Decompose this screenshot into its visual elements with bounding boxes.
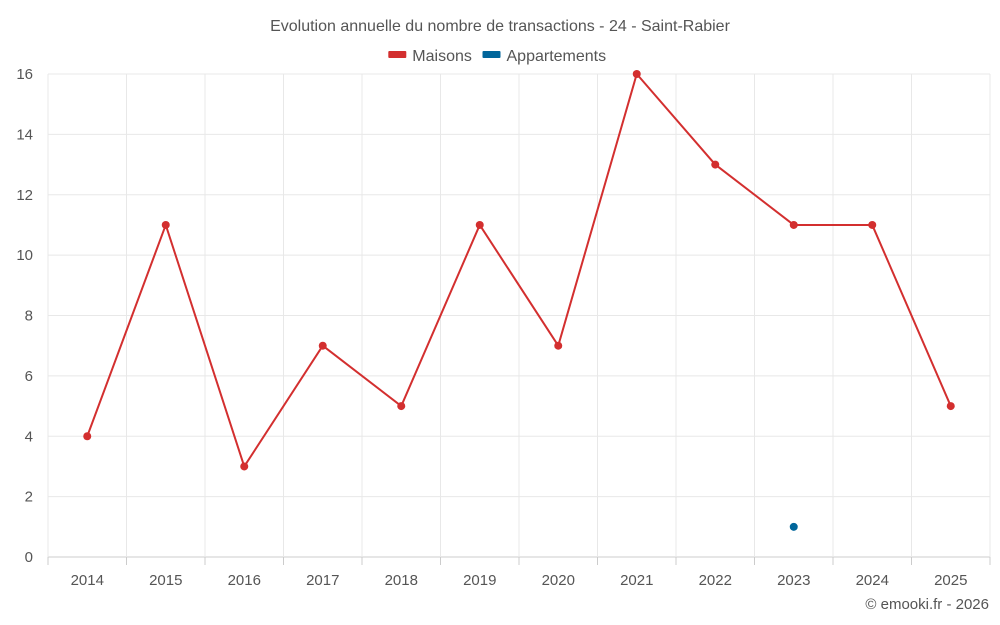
data-point [397, 402, 406, 411]
x-tick-label: 2024 [856, 572, 889, 589]
credit-text: © emooki.fr - 2026 [865, 596, 989, 613]
data-point [868, 220, 877, 229]
legend: Maisons Appartements [388, 48, 606, 65]
series-appartements [789, 522, 798, 531]
x-tick-label: 2021 [620, 572, 653, 589]
y-tick-label: 16 [16, 66, 33, 83]
data-point [161, 220, 170, 229]
x-tick-label: 2018 [385, 572, 418, 589]
data-point [946, 402, 955, 411]
data-point [789, 220, 798, 229]
chart-title: Evolution annuelle du nombre de transact… [270, 18, 730, 35]
data-point [632, 70, 641, 78]
data-point [83, 432, 92, 441]
x-tick-label: 2020 [542, 572, 575, 589]
data-point [554, 341, 563, 350]
series-line [86, 73, 952, 468]
x-tick-label: 2014 [71, 572, 104, 589]
data-point [475, 220, 484, 229]
x-tick-label: 2023 [777, 572, 810, 589]
x-tick-label: 2015 [149, 572, 182, 589]
y-axis: 0 2 4 6 8 10 12 14 16 [16, 66, 33, 566]
x-tick-label: 2017 [306, 572, 339, 589]
y-tick-label: 8 [25, 308, 33, 325]
x-tick-label: 2016 [228, 572, 261, 589]
y-tick-label: 14 [16, 126, 33, 143]
grid [47, 73, 991, 565]
data-point [711, 160, 720, 169]
y-tick-label: 4 [25, 428, 33, 445]
series-layer [83, 70, 955, 531]
x-axis: 2014 2015 2016 2017 2018 2019 2020 2021 2022 2023… [71, 572, 968, 589]
y-tick-label: 0 [25, 549, 33, 566]
x-tick-label: 2019 [463, 572, 496, 589]
y-tick-label: 10 [16, 247, 33, 264]
legend-label: Appartements [507, 48, 607, 65]
y-tick-label: 6 [25, 368, 33, 385]
data-point [789, 522, 798, 531]
data-point [318, 341, 327, 350]
legend-swatch [482, 51, 501, 58]
y-tick-label: 12 [16, 187, 33, 204]
y-tick-label: 2 [25, 489, 33, 506]
series-maisons [83, 70, 955, 471]
x-tick-label: 2022 [699, 572, 732, 589]
x-tick-label: 2025 [934, 572, 967, 589]
legend-swatch [388, 51, 407, 58]
data-point [240, 462, 249, 471]
legend-label: Maisons [412, 48, 472, 65]
